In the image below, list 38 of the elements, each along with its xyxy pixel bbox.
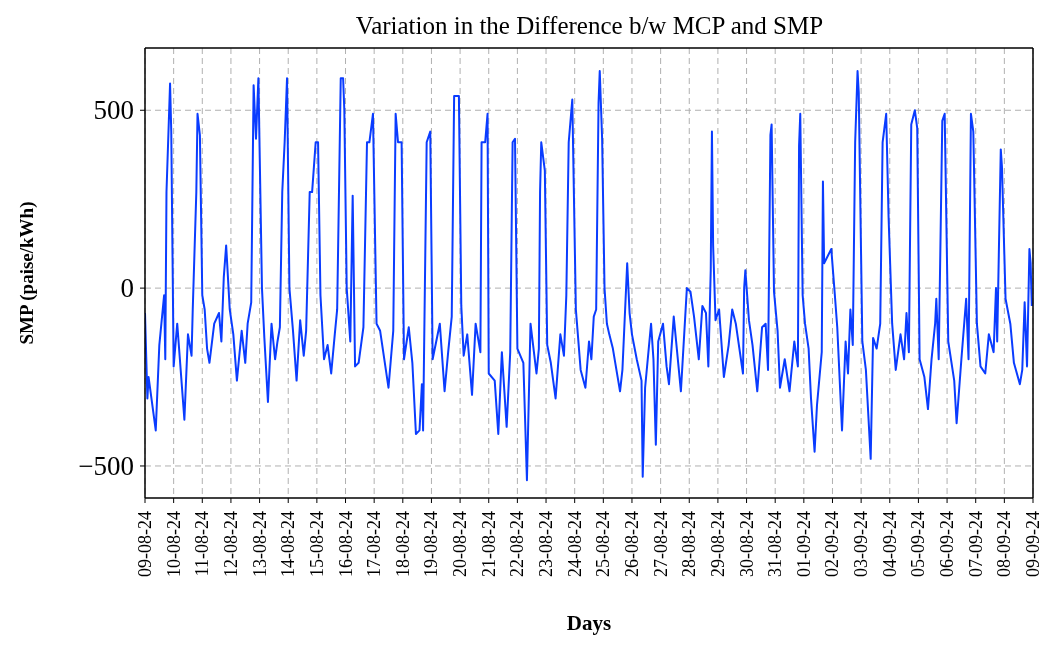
- x-tick-label: 06-09-24: [937, 511, 958, 577]
- x-tick-label: 16-08-24: [335, 511, 356, 577]
- x-tick-label: 11-08-24: [192, 511, 213, 577]
- x-tick-label: 17-08-24: [364, 511, 385, 577]
- y-tick-label: 500: [93, 95, 134, 126]
- x-tick-label: 04-09-24: [879, 511, 900, 577]
- x-tick-label: 26-08-24: [621, 511, 642, 577]
- x-tick-label: 10-08-24: [163, 511, 184, 577]
- x-tick-label: 09-08-24: [135, 511, 155, 577]
- x-tick-label: 13-08-24: [249, 511, 270, 577]
- x-tick-label: 29-08-24: [707, 511, 728, 577]
- x-tick-label: 12-08-24: [220, 511, 241, 577]
- x-tick-label: 30-08-24: [736, 511, 757, 577]
- y-tick-label: −500: [78, 450, 134, 481]
- x-tick-label: 01-09-24: [793, 511, 814, 577]
- x-tick-label: 02-09-24: [822, 511, 843, 577]
- x-tick-label: 05-09-24: [908, 511, 929, 577]
- x-tick-label: 07-09-24: [965, 511, 986, 577]
- y-tick-label: 0: [120, 273, 134, 304]
- x-tick-label: 20-08-24: [450, 511, 471, 577]
- x-tick-label: 27-08-24: [650, 511, 671, 577]
- x-tick-label: 25-08-24: [593, 511, 614, 577]
- x-tick-label: 15-08-24: [306, 511, 327, 577]
- x-tick-label: 28-08-24: [679, 511, 700, 577]
- y-axis-title: SMP (paise/kWh): [15, 201, 38, 345]
- chart-title: Variation in the Difference b/w MCP and SMP: [354, 12, 825, 40]
- x-tick-label: 14-08-24: [278, 511, 299, 577]
- x-tick-label: 21-08-24: [478, 511, 499, 577]
- x-tick-label: 24-08-24: [564, 511, 585, 577]
- x-tick-label: 08-09-24: [994, 511, 1015, 577]
- x-tick-label: 09-09-24: [1023, 511, 1043, 577]
- x-tick-label: 31-08-24: [765, 511, 786, 577]
- x-tick-label: 22-08-24: [507, 511, 528, 577]
- x-tick-label: 23-08-24: [536, 511, 557, 577]
- x-tick-label: 18-08-24: [392, 511, 413, 577]
- x-axis-title: Days: [566, 611, 612, 635]
- x-tick-label: 03-09-24: [851, 511, 872, 577]
- x-tick-label: 19-08-24: [421, 511, 442, 577]
